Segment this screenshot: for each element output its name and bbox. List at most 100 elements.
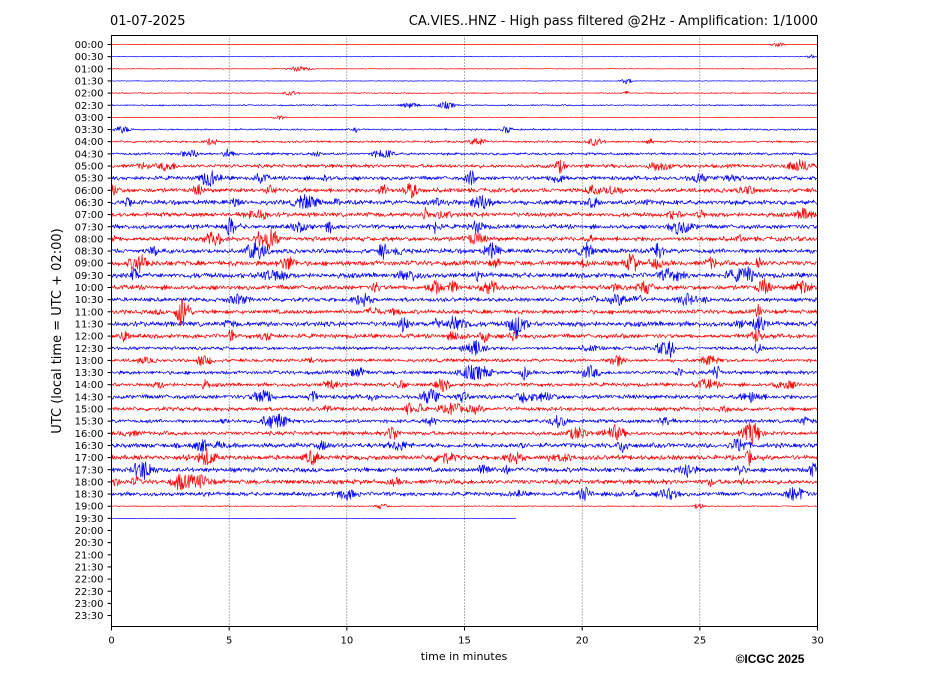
trace-0700 — [111, 206, 818, 220]
trace-1700 — [111, 447, 818, 467]
trace-1100 — [111, 298, 818, 327]
row-label: 15:00 — [75, 405, 104, 416]
row-label: 06:30 — [75, 198, 104, 209]
trace-1130 — [111, 315, 818, 337]
trace-1900 — [111, 503, 818, 510]
x-tick-label: 30 — [811, 636, 824, 647]
trace-0330 — [111, 126, 818, 134]
row-label: 07:30 — [75, 222, 104, 233]
row-label: 12:00 — [75, 332, 104, 343]
trace-0930 — [111, 266, 818, 283]
trace-0400 — [111, 137, 818, 147]
row-label: 16:00 — [75, 429, 104, 440]
row-label: 21:30 — [75, 562, 104, 573]
row-label: 03:00 — [75, 113, 104, 124]
row-label: 09:30 — [75, 271, 104, 282]
row-label: 14:00 — [75, 380, 104, 391]
row-label: 16:30 — [75, 441, 104, 452]
x-tick-label: 20 — [576, 636, 589, 647]
x-axis-ticks: 0 5 10 15 20 25 30 — [108, 626, 824, 647]
row-label: 01:30 — [75, 76, 104, 87]
x-axis-label: time in minutes — [421, 650, 508, 663]
row-label: 10:00 — [75, 283, 104, 294]
row-label: 01:00 — [75, 64, 104, 75]
row-label: 13:30 — [75, 368, 104, 379]
row-label: 17:00 — [75, 453, 104, 464]
row-label: 10:30 — [75, 295, 104, 306]
trace-1430 — [111, 388, 818, 404]
row-label: 21:00 — [75, 550, 104, 561]
chart-title: CA.VIES..HNZ - High pass filtered @2Hz -… — [409, 14, 818, 29]
trace-1400 — [111, 378, 818, 392]
trace-0100 — [111, 66, 818, 72]
trace-1300 — [111, 355, 818, 367]
trace-1630 — [111, 438, 818, 453]
row-label: 08:00 — [75, 234, 104, 245]
trace-1000 — [111, 277, 818, 295]
row-label: 12:30 — [75, 344, 104, 355]
row-label: 02:00 — [75, 89, 104, 100]
row-label: 05:30 — [75, 174, 104, 185]
x-tick-label: 15 — [458, 636, 471, 647]
trace-1330 — [111, 364, 818, 381]
trace-1730 — [111, 461, 818, 481]
row-label: 19:00 — [75, 502, 104, 513]
trace-0430 — [111, 148, 818, 158]
trace-0900 — [111, 253, 818, 274]
row-label: 04:30 — [75, 149, 104, 160]
row-label: 20:30 — [75, 538, 104, 549]
row-label: 06:00 — [75, 186, 104, 197]
row-label: 09:00 — [75, 259, 104, 270]
row-label: 07:00 — [75, 210, 104, 221]
trace-0630 — [111, 193, 818, 210]
trace-0130 — [111, 79, 818, 84]
row-label: 11:30 — [75, 319, 104, 330]
plot-frame — [111, 35, 818, 627]
row-label: 11:00 — [75, 307, 104, 318]
row-label: 05:00 — [75, 162, 104, 173]
trace-1200 — [111, 328, 818, 344]
x-tick-label: 25 — [693, 636, 706, 647]
trace-0230 — [111, 101, 818, 109]
x-tick-label: 0 — [108, 636, 114, 647]
trace-0730 — [111, 217, 818, 236]
trace-0500 — [111, 158, 818, 174]
row-label: 15:30 — [75, 417, 104, 428]
row-label: 22:30 — [75, 587, 104, 598]
trace-0600 — [111, 182, 818, 199]
row-label: 08:30 — [75, 247, 104, 258]
row-label: 13:00 — [75, 356, 104, 367]
row-label: 18:30 — [75, 490, 104, 501]
row-label: 20:00 — [75, 526, 104, 537]
trace-1530 — [111, 413, 818, 429]
trace-0300 — [111, 115, 818, 120]
trace-0530 — [111, 170, 818, 187]
seismic-traces — [111, 42, 818, 519]
trace-1800 — [111, 473, 818, 491]
row-label: 14:30 — [75, 392, 104, 403]
row-label: 04:00 — [75, 137, 104, 148]
y-axis-label: UTC (local time = UTC + 02:00) — [50, 228, 65, 433]
row-label: 17:30 — [75, 465, 104, 476]
row-label: 00:00 — [75, 40, 104, 51]
trace-1830 — [111, 486, 818, 501]
row-label: 23:00 — [75, 599, 104, 610]
row-label: 19:30 — [75, 514, 104, 525]
row-label: 22:00 — [75, 575, 104, 586]
row-label: 23:30 — [75, 611, 104, 622]
trace-1600 — [111, 422, 818, 445]
grid-lines — [228, 35, 701, 627]
trace-0030 — [111, 54, 818, 59]
x-tick-label: 10 — [340, 636, 353, 647]
row-label: 18:00 — [75, 477, 104, 488]
trace-0200 — [111, 90, 818, 96]
x-tick-label: 5 — [226, 636, 232, 647]
row-label: 02:30 — [75, 101, 104, 112]
trace-1230 — [111, 339, 818, 359]
trace-0800 — [111, 228, 818, 250]
row-label: 00:30 — [75, 52, 104, 63]
trace-1500 — [111, 402, 818, 416]
chart-date: 01-07-2025 — [110, 14, 186, 29]
